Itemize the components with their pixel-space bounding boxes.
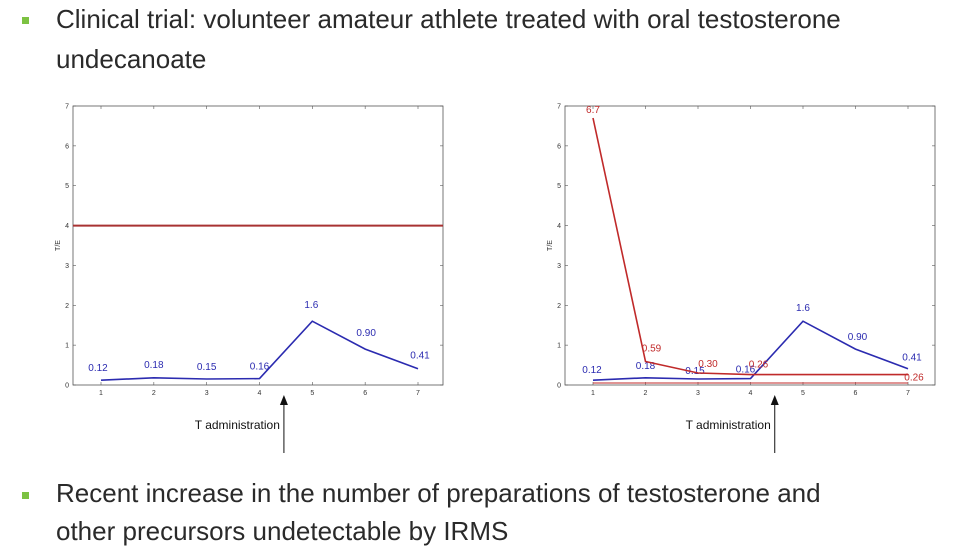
y-tick-label: 3 (65, 263, 69, 270)
data-label: 0.30 (698, 359, 718, 370)
bullet-marker (22, 492, 29, 499)
bullet-marker (22, 17, 29, 24)
data-label: 0.26 (749, 360, 769, 371)
x-tick-label: 2 (644, 390, 648, 397)
x-tick-label: 3 (205, 390, 209, 397)
bullet-text-2-line-2: other precursors undetectable by IRMS (56, 516, 509, 546)
data-label: 0.41 (410, 351, 430, 362)
x-tick-label: 6 (363, 390, 367, 397)
data-label: 0.16 (250, 362, 270, 373)
y-tick-label: 0 (557, 383, 561, 390)
y-tick-label: 4 (557, 223, 561, 230)
x-tick-label: 4 (749, 390, 753, 397)
annotation-label: T administration (686, 418, 771, 432)
y-tick-label: 3 (557, 263, 561, 270)
bullet-text-1-line-1: Clinical trial: volunteer amateur athlet… (56, 4, 841, 34)
data-label: 0.15 (197, 362, 217, 373)
y-tick-label: 2 (557, 303, 561, 310)
y-tick-label: 5 (557, 183, 561, 190)
bullet-text-2-line-1: Recent increase in the number of prepara… (56, 478, 821, 508)
x-tick-label: 7 (906, 390, 910, 397)
x-tick-label: 6 (854, 390, 858, 397)
series-line-red (592, 117, 908, 376)
data-label: 6.7 (586, 105, 600, 116)
x-tick-label: 5 (310, 390, 314, 397)
y-tick-label: 1 (557, 343, 561, 350)
data-label: 0.26 (904, 373, 924, 384)
data-label: 0.12 (582, 365, 602, 376)
annotation-arrow-head (279, 395, 288, 405)
y-tick-label: 7 (65, 104, 69, 111)
data-label: 0.41 (902, 353, 922, 364)
annotation-arrow-head (770, 395, 779, 405)
series-line-blue (592, 320, 909, 381)
data-label: 0.59 (642, 343, 662, 354)
plot-frame (72, 105, 444, 386)
data-label: 0.15 (685, 366, 705, 377)
x-tick-label: 5 (801, 390, 805, 397)
x-tick-label: 7 (416, 390, 420, 397)
data-label: 0.18 (636, 361, 656, 372)
y-tick-label: 4 (65, 223, 69, 230)
x-tick-label: 1 (591, 390, 595, 397)
y-tick-label: 6 (557, 143, 561, 150)
y-tick-label: 6 (65, 143, 69, 150)
bullet-text-1-line-2: undecanoate (56, 44, 207, 74)
data-label: 0.16 (736, 365, 756, 376)
y-tick-label: 1 (65, 343, 69, 350)
data-label: 0.90 (848, 332, 868, 343)
data-label: 1.6 (796, 303, 810, 314)
x-tick-label: 3 (696, 390, 700, 397)
plot-frame (564, 105, 936, 386)
data-label: 0.90 (356, 328, 376, 339)
x-tick-label: 2 (152, 390, 156, 397)
data-label: 0.12 (88, 363, 108, 374)
x-tick-label: 4 (258, 390, 262, 397)
y-tick-label: 2 (65, 303, 69, 310)
y-axis-label: T/E (55, 240, 62, 251)
data-label: 0.18 (144, 360, 164, 371)
data-label: 1.6 (304, 300, 318, 311)
annotation-label: T administration (195, 418, 280, 432)
y-axis-label: T/E (547, 240, 554, 251)
x-tick-label: 1 (99, 390, 103, 397)
y-tick-label: 5 (65, 183, 69, 190)
series-line-blue (100, 320, 419, 381)
y-tick-label: 7 (557, 104, 561, 111)
y-tick-label: 0 (65, 383, 69, 390)
